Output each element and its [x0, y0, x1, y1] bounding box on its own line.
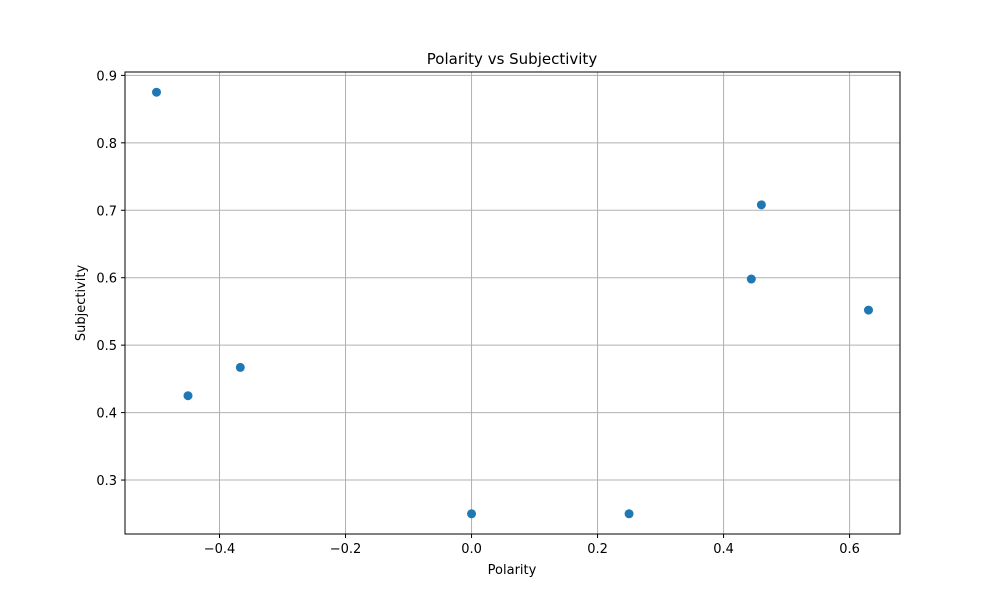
x-tick-label: 0.2 — [587, 542, 608, 557]
y-tick-label: 0.9 — [96, 69, 117, 84]
y-tick-label: 0.7 — [96, 204, 117, 219]
x-tick-label: 0.0 — [461, 542, 482, 557]
x-tick-label: 0.6 — [839, 542, 860, 557]
y-axis-ticks: 0.3 0.4 0.5 0.6 0.7 0.8 0.9 — [96, 69, 125, 489]
data-point — [624, 509, 634, 519]
y-tick-label: 0.6 — [96, 272, 117, 287]
x-tick-label: −0.4 — [204, 542, 236, 557]
data-point — [746, 274, 756, 284]
chart-title: Polarity vs Subjectivity — [427, 50, 598, 68]
grid-lines — [125, 72, 900, 534]
y-tick-label: 0.4 — [96, 407, 117, 422]
data-point — [183, 391, 193, 401]
data-point — [756, 200, 766, 210]
data-points — [152, 87, 873, 519]
y-tick-label: 0.8 — [96, 137, 117, 152]
data-point — [467, 509, 477, 519]
x-axis-ticks: −0.4 −0.2 0.0 0.2 0.4 0.6 — [204, 534, 860, 557]
plot-area-frame — [124, 71, 901, 535]
y-tick-label: 0.3 — [96, 474, 117, 489]
y-axis-label: Subjectivity — [74, 265, 89, 342]
x-tick-label: −0.2 — [330, 542, 362, 557]
x-tick-label: 0.4 — [713, 542, 734, 557]
data-point — [235, 362, 245, 372]
data-point — [863, 305, 873, 315]
y-tick-label: 0.5 — [96, 339, 117, 354]
x-axis-label: Polarity — [488, 563, 537, 578]
data-point — [152, 87, 162, 97]
